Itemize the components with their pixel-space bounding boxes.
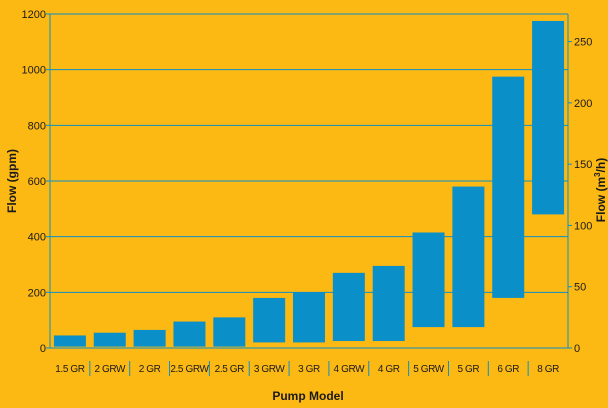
bar bbox=[93, 332, 126, 347]
x-tick-label: 5 GR bbox=[458, 364, 480, 375]
bar bbox=[332, 272, 365, 342]
y2-tick-label: 250 bbox=[574, 37, 592, 49]
y2-tick-label: 0 bbox=[574, 343, 580, 355]
x-tick-label: 4 GR bbox=[378, 364, 400, 375]
y2-title-sup: 3 bbox=[593, 172, 602, 177]
bar bbox=[452, 186, 485, 328]
x-tick-label: 5 GRW bbox=[413, 364, 445, 375]
bar bbox=[372, 265, 405, 342]
y-tick-label: 200 bbox=[28, 287, 46, 299]
y-tick-label: 1000 bbox=[22, 65, 46, 77]
bar bbox=[213, 317, 246, 347]
x-tick-label: 2 GRW bbox=[94, 364, 126, 375]
bar bbox=[412, 232, 445, 328]
x-tick-label: 6 GR bbox=[497, 364, 519, 375]
bar bbox=[253, 297, 286, 343]
x-tick-label: 1.5 GR bbox=[55, 364, 84, 375]
y2-tick-label: 50 bbox=[574, 282, 586, 294]
bar bbox=[293, 292, 325, 343]
x-axis-title: Pump Model bbox=[272, 389, 343, 403]
bars bbox=[53, 20, 565, 347]
x-tick-label: 4 GRW bbox=[334, 364, 366, 375]
bar bbox=[173, 321, 206, 347]
bar bbox=[133, 329, 166, 347]
x-tick-label: 3 GR bbox=[298, 364, 320, 375]
x-tick-label: 2.5 GRW bbox=[170, 364, 209, 375]
y-tick-label: 400 bbox=[28, 232, 46, 244]
x-tick-label: 3 GRW bbox=[254, 364, 286, 375]
y-tick-label: 0 bbox=[40, 343, 46, 355]
x-tick-label: 2 GR bbox=[139, 364, 161, 375]
y-axis-title-right: Flow (m3/h) bbox=[593, 158, 608, 222]
axes: 0 200 400 600 800 1000 1200 0 50 100 150 200 250 1.5 … bbox=[22, 9, 592, 376]
bar bbox=[53, 335, 86, 347]
bar bbox=[492, 76, 525, 298]
y2-title-tail: /h) bbox=[594, 158, 608, 173]
y-tick-label: 800 bbox=[28, 120, 46, 132]
y2-tick-label: 150 bbox=[574, 159, 592, 171]
y2-title-main: Flow (m bbox=[594, 177, 608, 222]
gridlines bbox=[50, 13, 568, 293]
y2-tick-label: 100 bbox=[574, 220, 592, 232]
bar bbox=[532, 20, 565, 215]
y-tick-label: 1200 bbox=[22, 9, 46, 21]
y2-tick-label: 200 bbox=[574, 98, 592, 110]
y-tick-label: 600 bbox=[28, 176, 46, 188]
y-axis-title-left: Flow (gpm) bbox=[5, 149, 19, 213]
x-tick-label: 8 GR bbox=[537, 364, 559, 375]
x-tick-label: 2.5 GR bbox=[215, 364, 244, 375]
